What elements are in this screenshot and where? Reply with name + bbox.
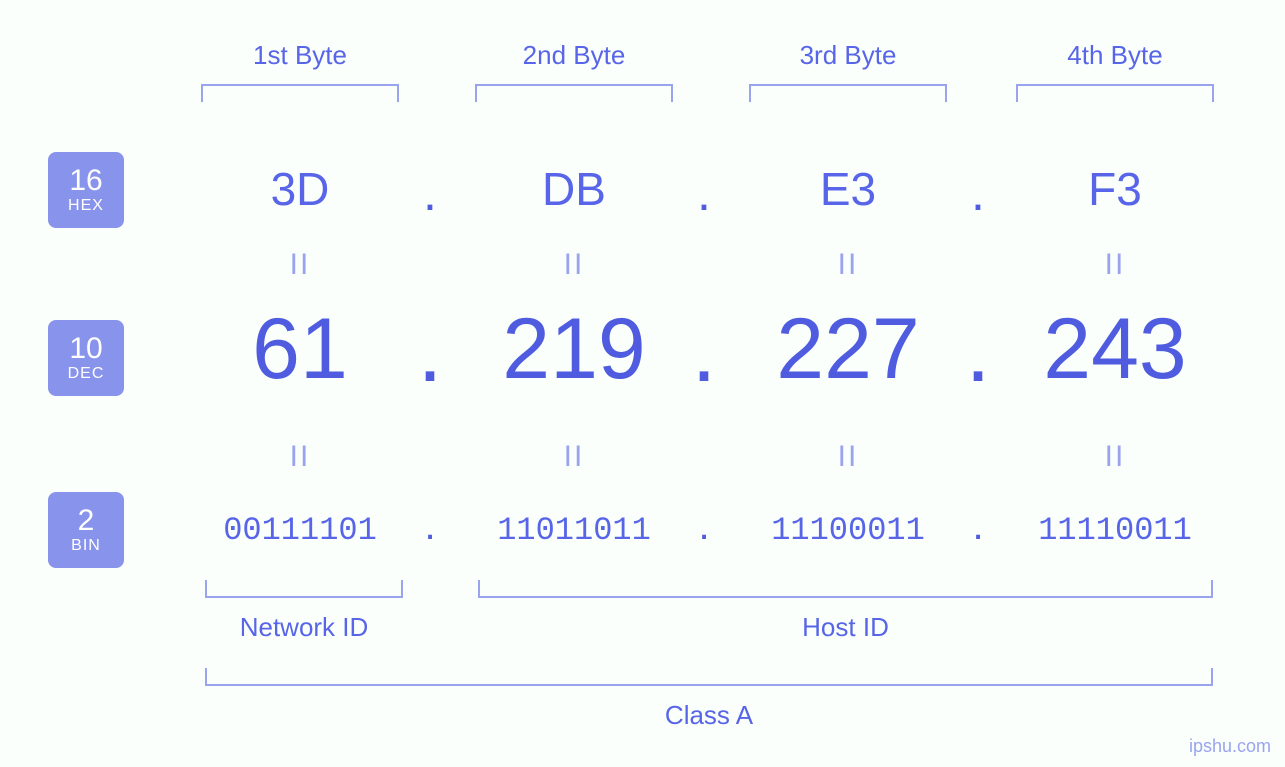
bin-octet-1: 00111101 [180,512,420,549]
byte-3-bracket [749,84,947,102]
bin-octet-2: 11011011 [454,512,694,549]
hex-dot-1: . [420,164,440,222]
dec-badge: 10 DEC [48,320,124,396]
ip-breakdown-diagram: 1st Byte 2nd Byte 3rd Byte 4th Byte 16 H… [0,0,1285,767]
eq-hex-dec-4: II [1100,248,1130,282]
bin-dot-1: . [420,504,440,549]
eq-dec-bin-1: II [285,440,315,474]
dec-octet-3: 227 [728,300,968,399]
hex-dot-2: . [694,164,714,222]
byte-3-label: 3rd Byte [748,40,948,71]
dec-octet-1: 61 [180,300,420,399]
byte-4-bracket [1016,84,1214,102]
byte-2-label: 2nd Byte [474,40,674,71]
bin-badge-num: 2 [78,506,95,536]
hex-octet-3: E3 [748,162,948,216]
network-id-bracket [205,580,403,598]
eq-hex-dec-3: II [833,248,863,282]
byte-1-bracket [201,84,399,102]
byte-1-label: 1st Byte [200,40,400,71]
dec-dot-3: . [960,300,996,403]
attribution: ipshu.com [1189,736,1271,757]
hex-badge-txt: HEX [68,198,104,214]
eq-dec-bin-2: II [559,440,589,474]
dec-dot-1: . [412,300,448,403]
bin-octet-4: 11110011 [995,512,1235,549]
dec-octet-2: 219 [454,300,694,399]
bin-badge: 2 BIN [48,492,124,568]
dec-badge-num: 10 [69,334,102,364]
eq-hex-dec-1: II [285,248,315,282]
class-label: Class A [205,700,1213,731]
network-id-label: Network ID [205,612,403,643]
hex-dot-3: . [968,164,988,222]
bin-dot-3: . [968,504,988,549]
host-id-label: Host ID [478,612,1213,643]
bin-badge-txt: BIN [71,538,101,554]
dec-badge-txt: DEC [68,366,105,382]
bin-octet-3: 11100011 [728,512,968,549]
host-id-bracket [478,580,1213,598]
dec-octet-4: 243 [995,300,1235,399]
bin-dot-2: . [694,504,714,549]
eq-dec-bin-3: II [833,440,863,474]
hex-octet-4: F3 [1015,162,1215,216]
eq-hex-dec-2: II [559,248,589,282]
byte-4-label: 4th Byte [1015,40,1215,71]
class-bracket [205,668,1213,686]
hex-octet-2: DB [474,162,674,216]
hex-badge: 16 HEX [48,152,124,228]
hex-badge-num: 16 [69,166,102,196]
eq-dec-bin-4: II [1100,440,1130,474]
byte-2-bracket [475,84,673,102]
dec-dot-2: . [686,300,722,403]
hex-octet-1: 3D [200,162,400,216]
